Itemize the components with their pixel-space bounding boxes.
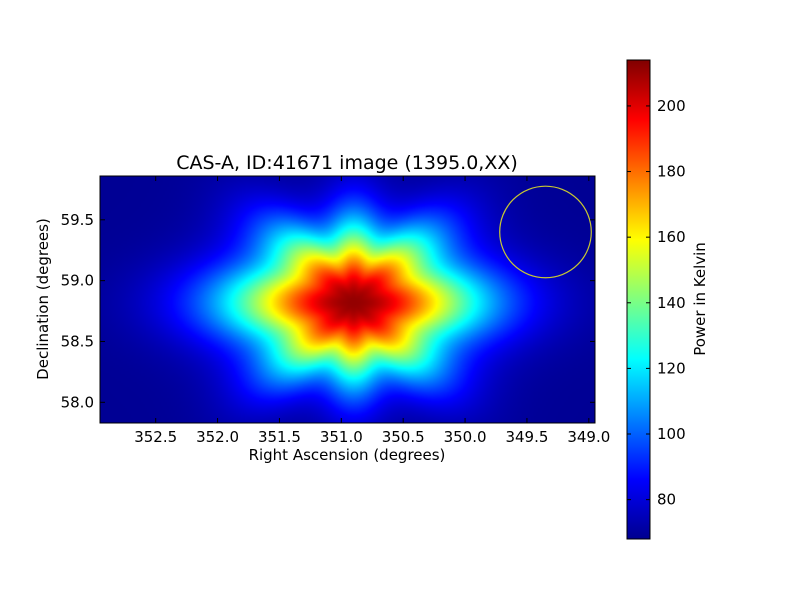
- y-tick-label: 58.5: [61, 332, 94, 350]
- colorbar-tick-label: 80: [657, 491, 676, 509]
- heatmap-plot: 352.5 352.0 351.5 351.0 350.5 350.0 349.5 349.0…: [61, 175, 610, 446]
- beam-circle: [499, 185, 592, 279]
- y-axis: 58.0 58.5 59.0 59.5: [61, 211, 595, 411]
- x-tick-label: 351.5: [258, 428, 301, 446]
- x-tick-label: 352.5: [134, 428, 177, 446]
- colorbar-tick-label: 120: [657, 359, 686, 377]
- colorbar-ticks: 80 100 120 140 160 180 200: [627, 97, 686, 509]
- y-tick-label: 59.5: [61, 211, 94, 229]
- x-axis: 352.5 352.0 351.5 351.0 350.5 350.0 349.5 349.0: [134, 176, 610, 446]
- colorbar-tick-label: 100: [657, 425, 686, 443]
- heatmap-image: [100, 176, 595, 423]
- x-tick-label: 350.5: [382, 428, 425, 446]
- colorbar-tick-label: 200: [657, 97, 686, 115]
- colorbar-gradient: [626, 59, 651, 540]
- colorbar-tick-label: 160: [657, 228, 686, 246]
- colorbar-label: Power in Kelvin: [691, 242, 709, 356]
- plot-frame: [99, 175, 596, 424]
- y-axis-label: Declination (degrees): [34, 218, 52, 380]
- x-tick-label: 350.0: [444, 428, 487, 446]
- x-tick-label: 349.0: [567, 428, 610, 446]
- y-tick-label: 59.0: [61, 272, 94, 290]
- x-tick-label: 351.0: [320, 428, 363, 446]
- y-tick-label: 58.0: [61, 393, 94, 411]
- x-axis-label: Right Ascension (degrees): [249, 446, 446, 464]
- x-tick-label: 352.0: [196, 428, 239, 446]
- chart-title: CAS-A, ID:41671 image (1395.0,XX): [176, 152, 518, 174]
- colorbar-tick-label: 140: [657, 294, 686, 312]
- colorbar-tick-label: 180: [657, 163, 686, 181]
- colorbar: 80 100 120 140 160 180 200 Power in Kelvin: [626, 59, 709, 540]
- x-tick-label: 349.5: [505, 428, 548, 446]
